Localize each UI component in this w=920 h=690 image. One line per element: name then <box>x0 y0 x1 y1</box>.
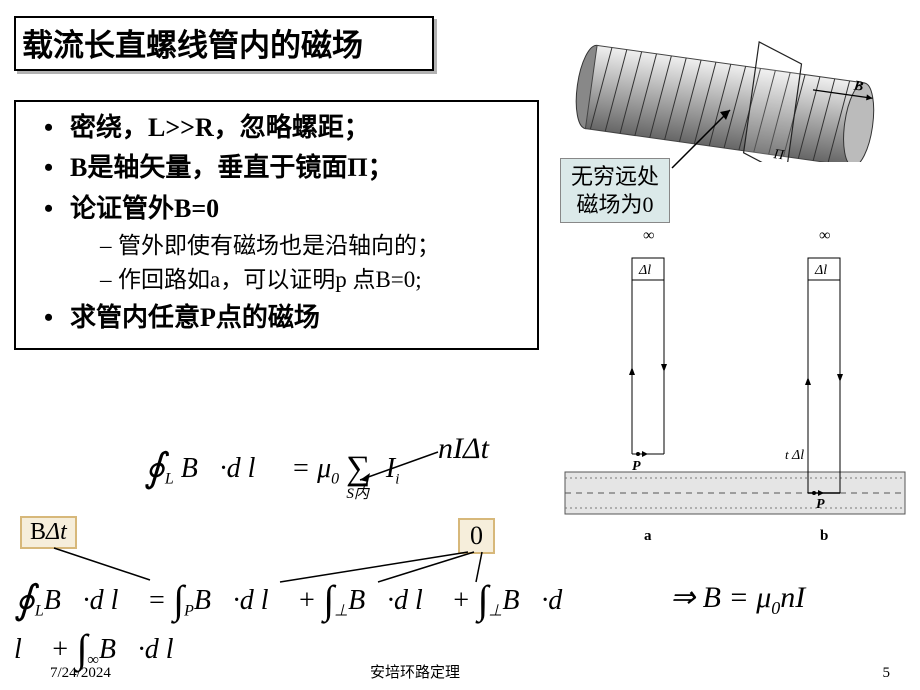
svg-text:a: a <box>644 528 652 544</box>
slide-title: 载流长直螺线管内的磁场 <box>14 16 434 71</box>
bullet-3b: 作回路如a，可以证明p 点B=0; <box>100 263 535 298</box>
svg-text:P: P <box>816 497 825 512</box>
label-nIdt: nIΔt <box>438 432 489 466</box>
label-Bdt: BΔt <box>20 516 77 549</box>
solenoid-diagram: Π B B <box>540 12 910 162</box>
equation-1: ∮L B⃗·d l⃗ = μ0 ∑S内 Ii <box>144 440 413 489</box>
loop-diagram: Δl ∞ P a Δl ∞ t Δl P b <box>560 222 910 547</box>
equation-2: ∮LB⃗·d l⃗ = ∫PB⃗·d l⃗ + ∫⊥B⃗·d l⃗ + ∫⊥B⃗… <box>14 572 564 669</box>
bullet-3a: 管外即使有磁场也是沿轴向的； <box>100 229 535 264</box>
content-box: 密绕，L>>R，忽略螺距； B是轴矢量，垂直于镜面Π； 论证管外B=0 管外即使… <box>14 100 539 350</box>
svg-text:B: B <box>852 78 864 94</box>
svg-text:P: P <box>632 459 641 474</box>
footer-title: 安培环路定理 <box>370 661 460 682</box>
svg-text:Δl: Δl <box>814 263 827 278</box>
svg-text:b: b <box>820 528 828 544</box>
bullet-1: 密绕，L>>R，忽略螺距； <box>18 108 535 148</box>
svg-text:t: t <box>785 447 789 462</box>
slide: 载流长直螺线管内的磁场 密绕，L>>R，忽略螺距； B是轴矢量，垂直于镜面Π； … <box>0 0 920 690</box>
footer-page: 5 <box>883 665 891 682</box>
svg-text:∞: ∞ <box>643 227 654 244</box>
bullet-4: 求管内任意P点的磁场 <box>18 298 535 338</box>
bullet-3: 论证管外B=0 管外即使有磁场也是沿轴向的； 作回路如a，可以证明p 点B=0; <box>18 189 535 298</box>
callout-infinity: 无穷远处 磁场为0 <box>560 158 670 223</box>
label-zero: 0 <box>458 518 495 554</box>
result-equation: ⇒ B = μ0nI <box>670 580 805 619</box>
svg-text:∞: ∞ <box>819 227 830 244</box>
bullet-2: B是轴矢量，垂直于镜面Π； <box>18 148 535 188</box>
footer-date: 7/24/2024 <box>50 665 111 682</box>
svg-text:Δl: Δl <box>791 448 804 463</box>
svg-text:Δl: Δl <box>638 263 651 278</box>
